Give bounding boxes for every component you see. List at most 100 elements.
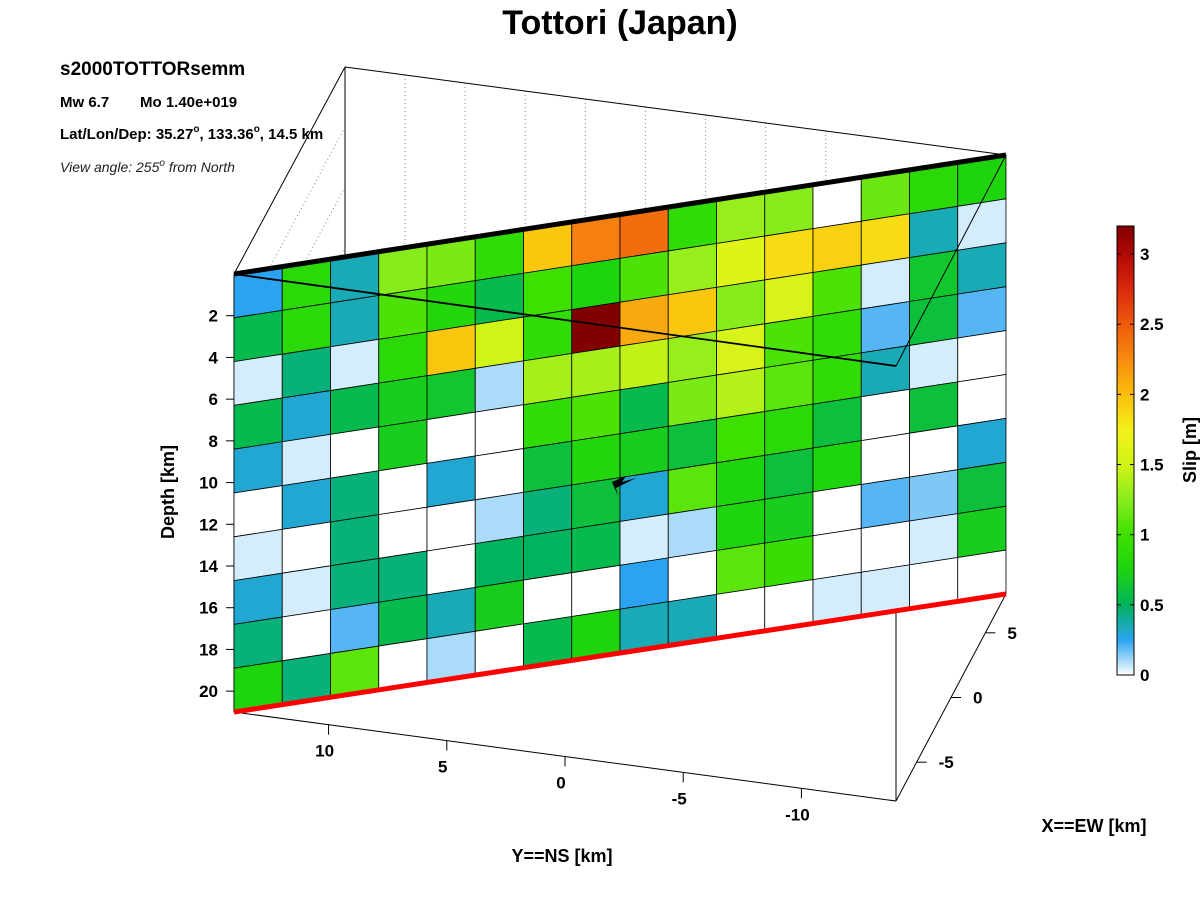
slip-cell [667,374,717,427]
slip-cell [812,440,862,493]
slip-cell [860,520,910,573]
view-angle-text: View angle: 255o from North [60,158,235,175]
slip-cell [378,506,428,559]
depth-tick-label: 20 [199,682,218,701]
slip-cell [812,264,862,317]
slip-cell [571,477,621,530]
slip-cell [523,484,573,537]
frame-edge-top-left [233,66,346,275]
slip-cell [860,388,910,442]
ew-tick-label: 5 [1007,624,1016,643]
slip-cell [909,469,959,522]
view-angle-end: from North [165,159,235,175]
slip-cell [330,514,380,567]
view-angle-main: View angle: 255 [60,159,160,175]
slip-cell [523,572,573,625]
depth-tick-label: 10 [199,474,218,493]
slip-cell [330,601,380,654]
slip-cell [716,454,766,508]
slip-cell [619,294,669,347]
slip-cell [716,542,766,595]
ns-tick-label: -5 [672,789,687,808]
slip-cell [281,477,331,530]
frame-edge-overlay-right [895,154,1007,367]
frame-edge-overlay [233,273,897,367]
slip-cell [281,390,331,443]
slip-cell [764,359,814,412]
slip-cell [281,609,331,662]
slip-cell [378,375,428,428]
slip-cell [281,521,331,574]
fault-edges [233,152,1007,715]
slip-cell [764,272,814,325]
slip-cell [764,403,814,456]
slip-cell [860,301,910,354]
slip-cell [667,462,717,515]
slip-cell [860,476,910,529]
slip-cell [233,572,283,625]
slip-cell [330,382,380,435]
slip-cell [378,462,428,516]
slip-cell [233,528,283,582]
slip-cell [957,461,1007,515]
slip-cell [523,353,573,406]
slip-cell [716,367,766,420]
slip-cell [281,346,331,399]
slip-cell [474,491,524,545]
location-lon-degree: o [254,124,260,135]
slip-cell [571,389,621,442]
hypocenter-marker [612,475,636,496]
slip-cell [619,513,669,566]
slip-cell [426,411,476,464]
colorbar [1116,225,1135,676]
slip-cell [619,425,669,479]
slip-cell [957,198,1007,251]
fault-bottom-edge [233,591,1007,715]
slip-cell [474,535,524,588]
ns-tick-label: -10 [785,805,810,824]
slip-cell [523,528,573,581]
location-lat: Lat/Lon/Dep: 35.27 [60,126,193,143]
colorbar-tick-label: 2 [1140,385,1149,404]
slip-cell [812,484,862,537]
slip-cell [957,505,1007,558]
slip-cell [909,337,959,390]
slip-cell [571,345,621,398]
ns-tick-label: 0 [556,774,565,793]
slip-cell [426,543,476,596]
slip-cell [523,265,573,318]
slip-cell [426,455,476,508]
slip-cell [667,286,717,340]
slip-cell [281,433,331,487]
depth-tick-label: 12 [199,515,218,534]
slip-cell [764,447,814,500]
slip-cell [378,594,428,647]
slip-cell [619,250,669,303]
depth-axis-label: Depth [km] [158,445,178,539]
frame-edge-top-back [344,66,1007,156]
slip-cell [474,316,524,369]
slip-cell [619,382,669,435]
slip-cell [571,520,621,574]
slip-cell [233,353,283,406]
slip-cell [474,448,524,501]
colorbar-label: Slip [m] [1180,417,1200,483]
slip-cell [330,470,380,523]
ns-axis-ticks: 10 5 0 -5 -10 [315,724,810,824]
depth-tick-label: 16 [199,599,218,618]
slip-cell [909,425,959,478]
ns-tick-label: 5 [438,758,447,777]
slip-cell [571,301,621,354]
slip-cell [571,433,621,486]
depth-tick-label: 18 [199,640,218,659]
colorbar-tick-label: 0.5 [1140,596,1164,615]
depth-tick-label: 14 [199,557,218,576]
slip-cell [619,469,669,522]
view-angle-degree: o [159,158,165,169]
slip-cell [233,397,283,450]
slip-cell [764,535,814,588]
slip-cell [378,550,428,603]
slip-cell [764,491,814,544]
slip-cell [474,404,524,457]
